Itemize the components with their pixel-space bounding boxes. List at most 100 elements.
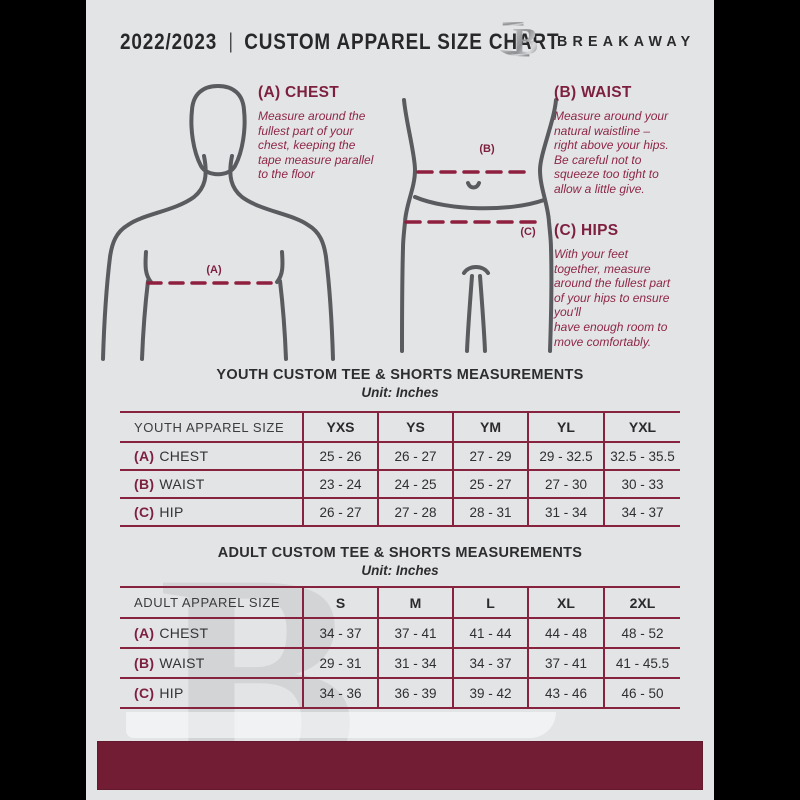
row-label-cell: (B) WAIST bbox=[120, 470, 303, 498]
size-col-header: S bbox=[302, 587, 378, 618]
masthead-divider: | bbox=[228, 30, 234, 53]
adult-header-row: ADULT APPAREL SIZE S M L XL 2XL bbox=[120, 587, 680, 618]
svg-text:B: B bbox=[513, 21, 539, 62]
measure-cell: 46 - 50 bbox=[603, 678, 680, 708]
measure-cell: 26 - 27 bbox=[302, 498, 378, 526]
youth-size-table: YOUTH APPAREL SIZE YXS YS YM YL YXL (A) C… bbox=[120, 411, 680, 527]
measure-cell: 37 - 41 bbox=[527, 648, 604, 678]
measure-cell: 41 - 44 bbox=[452, 618, 528, 648]
size-col-header: L bbox=[452, 587, 528, 618]
measure-cell: 44 - 48 bbox=[527, 618, 604, 648]
size-chart-page: 2022/2023 | CUSTOM APPAREL SIZE CHART B … bbox=[86, 0, 714, 800]
measure-cell: 25 - 27 bbox=[452, 470, 528, 498]
row-marker: (B) bbox=[134, 476, 155, 492]
row-label: CHEST bbox=[159, 448, 209, 464]
waist-guide-description: Measure around your natural waistline – … bbox=[554, 109, 669, 196]
size-col-header: M bbox=[377, 587, 453, 618]
row-marker: (A) bbox=[134, 448, 155, 464]
table-row: (A) CHEST 25 - 26 26 - 27 27 - 29 29 - 32… bbox=[120, 442, 680, 470]
measure-cell: 28 - 31 bbox=[452, 498, 528, 526]
waist-marker-label: (B) bbox=[479, 143, 495, 155]
measure-cell: 48 - 52 bbox=[603, 618, 680, 648]
measure-cell: 27 - 30 bbox=[527, 470, 604, 498]
hips-guide-heading: (C) HIPS bbox=[554, 222, 619, 239]
table-row: (B) WAIST 29 - 31 31 - 34 34 - 37 37 - 41… bbox=[120, 648, 680, 678]
measure-cell: 31 - 34 bbox=[377, 648, 453, 678]
measure-cell: 27 - 29 bbox=[452, 442, 528, 470]
size-col-header: YL bbox=[527, 412, 604, 442]
adult-unit-label: Unit: Inches bbox=[361, 563, 439, 578]
measure-cell: 36 - 39 bbox=[377, 678, 453, 708]
size-col-header: 2XL bbox=[603, 587, 680, 618]
measure-cell: 27 - 28 bbox=[377, 498, 453, 526]
waist-guide: (B) WAIST Measure around your natural wa… bbox=[554, 84, 704, 197]
hips-guide: (C) HIPS With your feet together, measur… bbox=[554, 222, 706, 349]
measure-cell: 39 - 42 bbox=[452, 678, 528, 708]
hips-marker-label: (C) bbox=[520, 226, 536, 238]
table-row: (C) HIP 26 - 27 27 - 28 28 - 31 31 - 34 3… bbox=[120, 498, 680, 526]
size-col-header: YS bbox=[377, 412, 453, 442]
chest-guide: (A) CHEST Measure around the fullest par… bbox=[258, 84, 388, 182]
measure-cell: 30 - 33 bbox=[603, 470, 680, 498]
adult-size-header-cell: ADULT APPAREL SIZE bbox=[134, 595, 281, 610]
chest-marker-label: (A) bbox=[206, 264, 222, 276]
size-col-header: YXL bbox=[603, 412, 680, 442]
youth-unit-label: Unit: Inches bbox=[361, 385, 439, 400]
body-diagrams bbox=[101, 84, 558, 361]
table-row: (B) WAIST 23 - 24 24 - 25 25 - 27 27 - 30… bbox=[120, 470, 680, 498]
measure-cell: 37 - 41 bbox=[377, 618, 453, 648]
hips-guide-description: With your feet together, measure around … bbox=[554, 247, 671, 349]
row-label: HIP bbox=[159, 685, 184, 701]
row-label: CHEST bbox=[159, 625, 209, 641]
measure-cell: 41 - 45.5 bbox=[603, 648, 680, 678]
row-label: WAIST bbox=[159, 655, 205, 671]
size-col-header: YM bbox=[452, 412, 528, 442]
page-title: CUSTOM APPAREL SIZE CHART bbox=[244, 29, 560, 54]
measure-cell: 32.5 - 35.5 bbox=[603, 442, 680, 470]
watermark-swoosh bbox=[126, 712, 556, 738]
row-label-cell: (A) CHEST bbox=[120, 618, 303, 648]
table-row: (A) CHEST 34 - 37 37 - 41 41 - 44 44 - 48… bbox=[120, 618, 680, 648]
chest-guide-description: Measure around the fullest part of your … bbox=[258, 109, 374, 182]
brand-name: BREAKAWAY bbox=[557, 33, 696, 50]
row-label-cell: (C) HIP bbox=[120, 678, 303, 708]
size-col-header: YXS bbox=[302, 412, 378, 442]
measure-cell: 25 - 26 bbox=[302, 442, 378, 470]
row-label-cell: (B) WAIST bbox=[120, 648, 303, 678]
row-marker: (C) bbox=[134, 685, 155, 701]
measure-cell: 23 - 24 bbox=[302, 470, 378, 498]
measure-cell: 26 - 27 bbox=[377, 442, 453, 470]
waist-hips-figure bbox=[400, 98, 558, 353]
adult-section-title: ADULT CUSTOM TEE & SHORTS MEASUREMENTS bbox=[217, 545, 583, 561]
measure-cell: 43 - 46 bbox=[527, 678, 604, 708]
youth-header-row: YOUTH APPAREL SIZE YXS YS YM YL YXL bbox=[120, 412, 680, 442]
measure-cell: 29 - 32.5 bbox=[527, 442, 604, 470]
size-col-header: XL bbox=[527, 587, 604, 618]
upper-torso-figure bbox=[101, 84, 335, 361]
footer-accent-bar bbox=[97, 741, 703, 790]
waist-guide-heading: (B) WAIST bbox=[554, 84, 632, 101]
adult-size-table: ADULT APPAREL SIZE S M L XL 2XL (A) CHEST… bbox=[120, 586, 680, 709]
row-marker: (C) bbox=[134, 504, 155, 520]
table-row: (C) HIP 34 - 36 36 - 39 39 - 42 43 - 46 4… bbox=[120, 678, 680, 708]
measure-cell: 34 - 37 bbox=[452, 648, 528, 678]
row-label-cell: (C) HIP bbox=[120, 498, 303, 526]
youth-section-title: YOUTH CUSTOM TEE & SHORTS MEASUREMENTS bbox=[216, 367, 584, 383]
breakaway-logo-icon: B bbox=[499, 21, 539, 62]
row-marker: (A) bbox=[134, 625, 155, 641]
row-marker: (B) bbox=[134, 655, 155, 671]
row-label: WAIST bbox=[159, 476, 205, 492]
chest-guide-heading: (A) CHEST bbox=[258, 84, 340, 101]
measure-cell: 24 - 25 bbox=[377, 470, 453, 498]
youth-size-header-cell: YOUTH APPAREL SIZE bbox=[134, 419, 285, 435]
measure-cell: 31 - 34 bbox=[527, 498, 604, 526]
measure-cell: 34 - 37 bbox=[302, 618, 378, 648]
row-label-cell: (A) CHEST bbox=[120, 442, 303, 470]
measure-cell: 34 - 36 bbox=[302, 678, 378, 708]
measure-cell: 29 - 31 bbox=[302, 648, 378, 678]
masthead: 2022/2023 | CUSTOM APPAREL SIZE CHART bbox=[120, 29, 559, 55]
measure-cell: 34 - 37 bbox=[603, 498, 680, 526]
row-label: HIP bbox=[159, 504, 184, 520]
season-label: 2022/2023 bbox=[120, 29, 218, 54]
